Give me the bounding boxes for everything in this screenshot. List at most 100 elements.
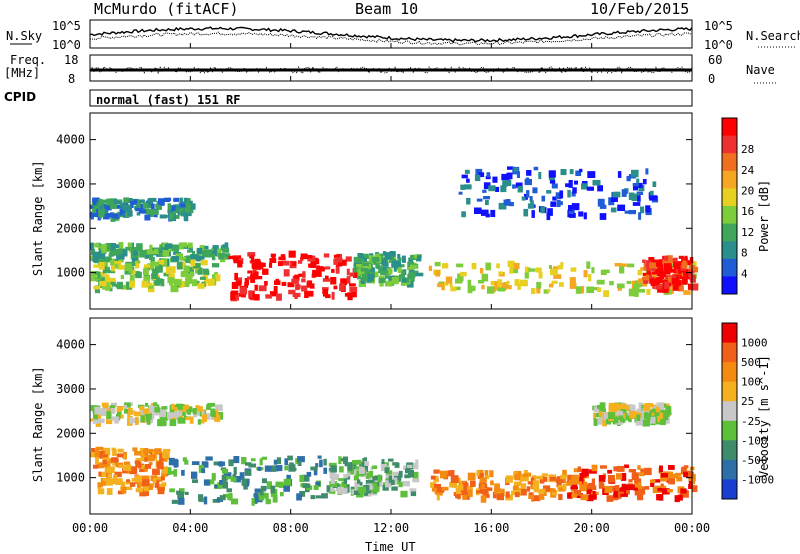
heatmap-cell xyxy=(341,481,347,489)
heatmap-cell xyxy=(655,285,662,290)
heatmap-cell xyxy=(234,272,238,281)
heatmap-cell xyxy=(626,280,632,284)
heatmap-cell xyxy=(144,464,152,469)
heatmap-cell xyxy=(188,206,194,214)
heatmap-cell xyxy=(315,463,319,468)
heatmap-cell xyxy=(676,476,683,482)
heatmap-cell xyxy=(633,485,638,491)
heatmap-cell xyxy=(633,472,639,480)
heatmap-cell xyxy=(479,477,487,483)
heatmap-cell xyxy=(646,413,651,420)
heatmap-cell xyxy=(509,202,514,207)
heatmap-cell xyxy=(328,462,337,467)
heatmap-cell xyxy=(241,457,247,465)
heatmap-cell xyxy=(135,271,142,279)
heatmap-cell xyxy=(496,493,504,501)
heatmap-cell xyxy=(325,294,331,299)
heatmap-cell xyxy=(325,266,331,270)
heatmap-cell xyxy=(325,275,329,279)
heatmap-cell xyxy=(630,404,636,412)
heatmap-cell xyxy=(330,485,335,492)
heatmap-cell xyxy=(161,471,168,477)
heatmap-cell xyxy=(132,269,136,275)
heatmap-cell xyxy=(154,213,158,218)
heatmap-cell xyxy=(562,469,567,476)
heatmap-cell xyxy=(486,487,493,491)
heatmap-cell xyxy=(134,205,140,211)
heatmap-cell xyxy=(102,266,108,274)
heatmap-cell xyxy=(541,473,548,477)
heatmap-cell xyxy=(373,261,377,265)
heatmap-cell xyxy=(140,415,145,423)
heatmap-cell xyxy=(456,263,464,268)
heatmap-cell xyxy=(219,495,226,501)
heatmap-cell xyxy=(167,276,175,284)
nave-label: Nave xyxy=(746,63,775,77)
heatmap-cell xyxy=(559,190,564,199)
heatmap-cell xyxy=(460,485,468,492)
colorbar-segment xyxy=(722,258,737,277)
heatmap-cell xyxy=(127,417,131,425)
heatmap-cell xyxy=(583,212,587,220)
heatmap-cell xyxy=(650,479,655,487)
heatmap-cell xyxy=(399,274,405,279)
heatmap-cell xyxy=(391,277,399,285)
heatmap-cell xyxy=(135,417,139,425)
velocity-y-label: Slant Range [km] xyxy=(31,366,45,482)
colorbar-segment xyxy=(722,342,737,363)
heatmap-cell xyxy=(651,408,656,413)
heatmap-cell xyxy=(466,197,471,205)
heatmap-cell xyxy=(101,448,109,453)
heatmap-cell xyxy=(111,265,116,272)
x-tick-label: 08:00 xyxy=(273,521,309,535)
cpid-label: CPID xyxy=(4,90,36,104)
heatmap-cell xyxy=(617,285,622,291)
heatmap-cell xyxy=(244,278,249,286)
heatmap-cell xyxy=(307,255,313,259)
y-tick-label: 1000 xyxy=(56,266,85,280)
heatmap-cell xyxy=(486,286,495,294)
heatmap-cell xyxy=(569,283,577,289)
heatmap-cell xyxy=(372,465,378,469)
heatmap-cell xyxy=(650,479,656,483)
heatmap-cell xyxy=(407,464,413,468)
heatmap-cell xyxy=(502,180,508,187)
heatmap-cell xyxy=(302,474,310,482)
heatmap-cell xyxy=(598,475,606,482)
heatmap-cell xyxy=(250,274,256,283)
x-tick-label: 00:00 xyxy=(72,521,108,535)
heatmap-cell xyxy=(471,263,477,270)
heatmap-cell xyxy=(691,480,696,485)
heatmap-cell xyxy=(519,489,527,496)
heatmap-cell xyxy=(155,203,159,207)
heatmap-cell xyxy=(586,186,594,191)
heatmap-cell xyxy=(347,463,353,471)
heatmap-cell xyxy=(480,268,484,274)
nave-tick-bottom: 0 xyxy=(708,72,715,86)
heatmap-cell xyxy=(527,203,535,209)
heatmap-cell xyxy=(533,484,538,493)
heatmap-cell xyxy=(530,477,535,482)
heatmap-cell xyxy=(597,287,602,292)
heatmap-cell xyxy=(192,479,199,483)
heatmap-cell xyxy=(170,458,178,465)
heatmap-cell xyxy=(144,457,148,462)
heatmap-cell xyxy=(642,179,647,185)
noise-sky-trace xyxy=(89,26,693,43)
heatmap-cell xyxy=(283,269,290,277)
heatmap-cell xyxy=(92,417,100,424)
heatmap-cell xyxy=(550,201,557,207)
heatmap-cell xyxy=(248,463,257,468)
heatmap-cell xyxy=(136,411,141,417)
heatmap-cell xyxy=(593,287,600,291)
heatmap-cell xyxy=(231,282,239,289)
heatmap-cell xyxy=(141,475,149,481)
heatmap-cell xyxy=(663,259,668,265)
heatmap-cell xyxy=(602,419,607,427)
heatmap-cell xyxy=(610,197,618,202)
heatmap-cell xyxy=(662,412,670,418)
heatmap-cell xyxy=(404,474,411,479)
heatmap-cell xyxy=(673,264,681,270)
heatmap-cell xyxy=(254,492,259,499)
heatmap-cell xyxy=(166,243,173,249)
